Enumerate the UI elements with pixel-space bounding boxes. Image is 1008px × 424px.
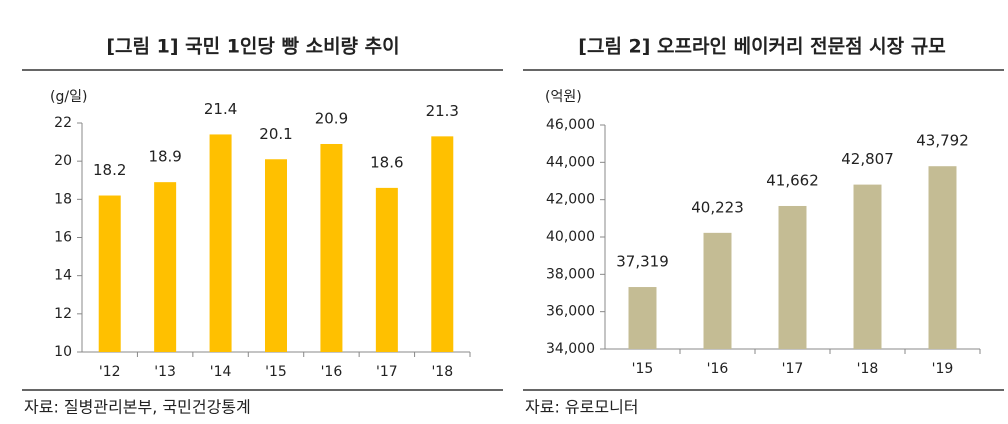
x-tick-label: '17 [782, 361, 804, 377]
value-label: 43,792 [916, 132, 969, 150]
value-label: 18.6 [370, 153, 403, 171]
bar [98, 195, 121, 352]
y-axis-label: (g/일) [50, 89, 87, 105]
y-tick-label: 34,000 [546, 341, 595, 357]
bar [431, 136, 454, 352]
bar [265, 159, 287, 352]
value-label: 18.9 [148, 148, 181, 166]
y-tick-label: 36,000 [546, 304, 595, 320]
bar [375, 187, 398, 352]
x-tick-label: '18 [431, 364, 453, 380]
value-label: 20.9 [315, 109, 348, 127]
source: 자료: 유로모니터 [525, 398, 639, 417]
y-tick-label: 16 [54, 230, 72, 246]
y-tick-label: 12 [54, 306, 72, 322]
y-tick-label: 46,000 [546, 117, 595, 133]
bar [778, 205, 807, 349]
x-tick-label: '18 [857, 361, 879, 377]
x-tick-label: '13 [154, 364, 176, 380]
value-label: 21.4 [204, 100, 237, 118]
y-tick-label: 22 [54, 115, 72, 131]
y-tick-label: 10 [54, 344, 72, 360]
y-tick-label: 20 [54, 153, 72, 169]
value-label: 40,223 [691, 198, 744, 216]
x-tick-label: '15 [632, 361, 654, 377]
y-tick-label: 14 [54, 268, 72, 284]
bar [154, 182, 177, 352]
chart-title: [그림 2] 오프라인 베이커리 전문점 시장 규모 [578, 36, 945, 58]
y-tick-label: 38,000 [546, 266, 595, 282]
value-label: 42,807 [841, 150, 894, 168]
value-label: 18.2 [93, 161, 126, 179]
bar [853, 184, 882, 349]
x-tick-label: '15 [265, 364, 287, 380]
x-tick-label: '19 [932, 361, 954, 377]
source: 자료: 질병관리본부, 국민건강통계 [24, 398, 251, 417]
x-tick-label: '17 [376, 364, 398, 380]
chart-title: [그림 1] 국민 1인당 빵 소비량 추이 [106, 36, 399, 58]
bar [320, 143, 343, 352]
value-label: 21.3 [426, 102, 459, 120]
y-tick-label: 18 [54, 191, 72, 207]
y-axis-label: (억원) [545, 89, 582, 105]
bar [928, 166, 957, 349]
bar [628, 287, 657, 349]
y-tick-label: 44,000 [546, 154, 595, 170]
value-label: 41,662 [766, 171, 819, 189]
y-tick-label: 42,000 [546, 192, 595, 208]
value-label: 20.1 [259, 125, 292, 143]
x-tick-label: '14 [210, 364, 232, 380]
bar [209, 134, 232, 352]
bar [703, 232, 732, 349]
x-tick-label: '12 [99, 364, 121, 380]
x-tick-label: '16 [707, 361, 729, 377]
x-tick-label: '16 [321, 364, 343, 380]
value-label: 37,319 [616, 253, 669, 271]
y-tick-label: 40,000 [546, 229, 595, 245]
